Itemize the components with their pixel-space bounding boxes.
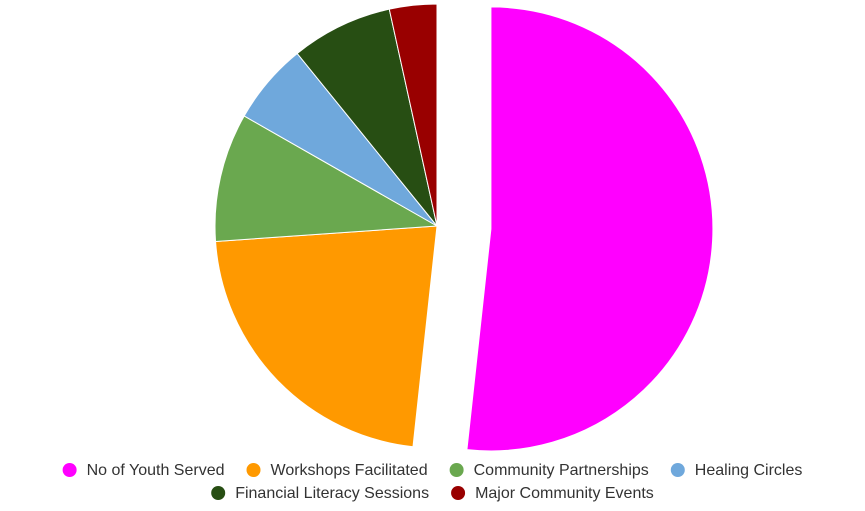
pie-slice-workshops-facilitated[interactable] <box>215 225 438 448</box>
legend-label: Healing Circles <box>695 462 803 479</box>
legend-marker <box>246 463 261 477</box>
legend-marker <box>670 463 685 477</box>
legend-marker <box>451 486 466 500</box>
pie-slice-financial-literacy-sessions[interactable] <box>296 8 438 227</box>
legend-item-community-partnerships[interactable]: Community Partnerships <box>449 462 649 479</box>
pie-slices <box>214 3 714 452</box>
pie-slice-no-of-youth-served[interactable] <box>466 6 714 452</box>
legend-label: Major Community Events <box>475 485 654 502</box>
legend-marker <box>449 463 464 477</box>
legend-item-financial-literacy-sessions[interactable]: Financial Literacy Sessions <box>211 485 429 502</box>
legend-label: Financial Literacy Sessions <box>235 485 429 502</box>
legend-item-major-community-events[interactable]: Major Community Events <box>451 485 654 502</box>
legend: No of Youth Served Workshops Facilitated C… <box>62 462 803 502</box>
pie-slice-community-partnerships[interactable] <box>214 115 439 242</box>
legend-label: No of Youth Served <box>87 462 225 479</box>
legend-marker <box>62 463 77 477</box>
legend-item-workshops-facilitated[interactable]: Workshops Facilitated <box>246 462 428 479</box>
legend-label: Workshops Facilitated <box>271 462 428 479</box>
legend-item-no-of-youth-served[interactable]: No of Youth Served <box>62 462 225 479</box>
legend-label: Community Partnerships <box>474 462 649 479</box>
legend-item-healing-circles[interactable]: Healing Circles <box>670 462 803 479</box>
pie-slice-major-community-events[interactable] <box>388 3 438 227</box>
legend-marker <box>211 486 226 500</box>
